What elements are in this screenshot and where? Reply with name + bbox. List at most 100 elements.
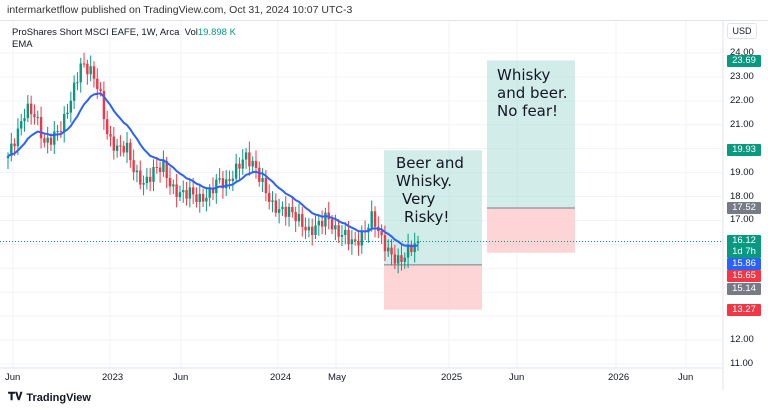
candle-body: [301, 214, 304, 227]
candle-body: [314, 225, 317, 235]
position-note: Beer and Whisky. Very Risky!: [396, 154, 464, 226]
price-label-value: 13.27: [732, 304, 756, 315]
y-tick-label: 11.00: [730, 357, 754, 369]
candle-body: [347, 229, 350, 245]
price-label: 16.12 1d 7h: [727, 235, 761, 258]
x-tick-label: Jun: [509, 372, 525, 383]
note-line: Whisky.: [396, 172, 452, 191]
candle-body: [198, 193, 201, 202]
candle-body: [36, 117, 39, 119]
candle-body: [178, 192, 182, 197]
currency-button[interactable]: USD: [727, 23, 757, 39]
x-tick-label: 2023: [102, 372, 124, 383]
candle-body: [195, 194, 198, 202]
candle-body: [353, 239, 357, 242]
candle-body: [168, 178, 172, 187]
candle-body: [115, 145, 119, 151]
candle-body: [49, 137, 53, 145]
candle-body: [152, 166, 155, 182]
loss-zone: [487, 208, 575, 253]
candle-body: [63, 114, 66, 132]
price-label: 19.93: [727, 144, 761, 156]
x-tick-label: Jun: [5, 372, 21, 383]
candle-body: [102, 91, 106, 120]
x-tick-label: 2026: [608, 372, 630, 383]
candle-body: [413, 243, 416, 253]
candle-body: [231, 178, 235, 182]
candle-body: [215, 179, 218, 194]
candle-body: [20, 121, 23, 129]
y-tick-label: 21.00: [730, 118, 754, 130]
candle-body: [277, 209, 281, 213]
price-label-value: 23.69: [732, 55, 756, 66]
candle-body: [310, 226, 314, 235]
profit-zone: [487, 60, 575, 209]
price-label-value: 19.93: [732, 144, 756, 155]
vol-label: Vol: [184, 27, 198, 38]
candle-body: [188, 187, 192, 199]
candle-body: [13, 143, 16, 147]
price-label: 23.69: [727, 55, 761, 67]
candle-body: [172, 184, 175, 187]
candle-body: [234, 163, 238, 179]
candle-body: [33, 114, 36, 118]
price-label-value: 15.14: [732, 283, 756, 294]
candle-body: [43, 138, 46, 143]
x-tick-label: 2024: [270, 372, 292, 383]
candle-body: [191, 187, 195, 195]
x-tick-label: May: [328, 372, 346, 383]
candle-body: [324, 212, 327, 227]
candle-body: [205, 197, 208, 202]
ema-indicator-label[interactable]: EMA: [12, 39, 33, 50]
x-tick-label: Jun: [173, 372, 189, 383]
note-line: Very: [402, 190, 436, 209]
candle-body: [396, 255, 400, 264]
candle-body: [274, 200, 278, 213]
candle-body: [158, 167, 162, 172]
candle-body: [410, 244, 413, 253]
candle-body: [59, 131, 63, 133]
candle-body: [162, 161, 165, 172]
chart-legend: ProShares Short MSCI EAFE, 1W, Arca Vol1…: [12, 27, 236, 51]
candle-body: [142, 183, 145, 185]
candle-body: [46, 137, 49, 143]
candle-body: [221, 178, 225, 189]
candle-body: [406, 244, 410, 258]
price-label: 15.14: [727, 283, 761, 295]
candle-body: [225, 179, 228, 189]
candle-body: [360, 231, 363, 246]
candle-body: [344, 229, 347, 236]
tradingview-logo[interactable]: 𝐓𝐕 TradingView: [8, 391, 91, 404]
candle-body: [416, 241, 420, 244]
candle-body: [281, 206, 284, 210]
candle-body: [185, 190, 188, 199]
candle-body: [165, 161, 168, 179]
candle-body: [403, 257, 406, 262]
symbol-title[interactable]: ProShares Short MSCI EAFE, 1W, Arca: [12, 27, 180, 38]
candle-body: [297, 214, 301, 222]
candle-body: [155, 166, 158, 168]
y-tick-label: 22.00: [730, 94, 754, 106]
candle-body: [287, 206, 291, 217]
candle-body: [387, 247, 390, 252]
candle-body: [26, 103, 30, 119]
candle-body: [208, 187, 211, 198]
candle-body: [284, 206, 287, 217]
candle-body: [228, 179, 231, 182]
candle-body: [218, 178, 221, 180]
candle-body: [390, 247, 393, 255]
candle-body: [132, 160, 135, 173]
loss-zone: [384, 264, 482, 310]
candle-body: [304, 226, 307, 231]
candle-body: [119, 145, 122, 147]
candle-body: [145, 176, 149, 184]
candle-body: [148, 176, 152, 182]
y-tick-label: 23.00: [730, 70, 754, 82]
candle-body: [261, 177, 264, 182]
candle-body: [201, 193, 205, 202]
note-line: No fear!: [497, 102, 559, 121]
candle-body: [211, 187, 215, 194]
candle-body: [320, 220, 324, 227]
candle-body: [56, 131, 59, 133]
